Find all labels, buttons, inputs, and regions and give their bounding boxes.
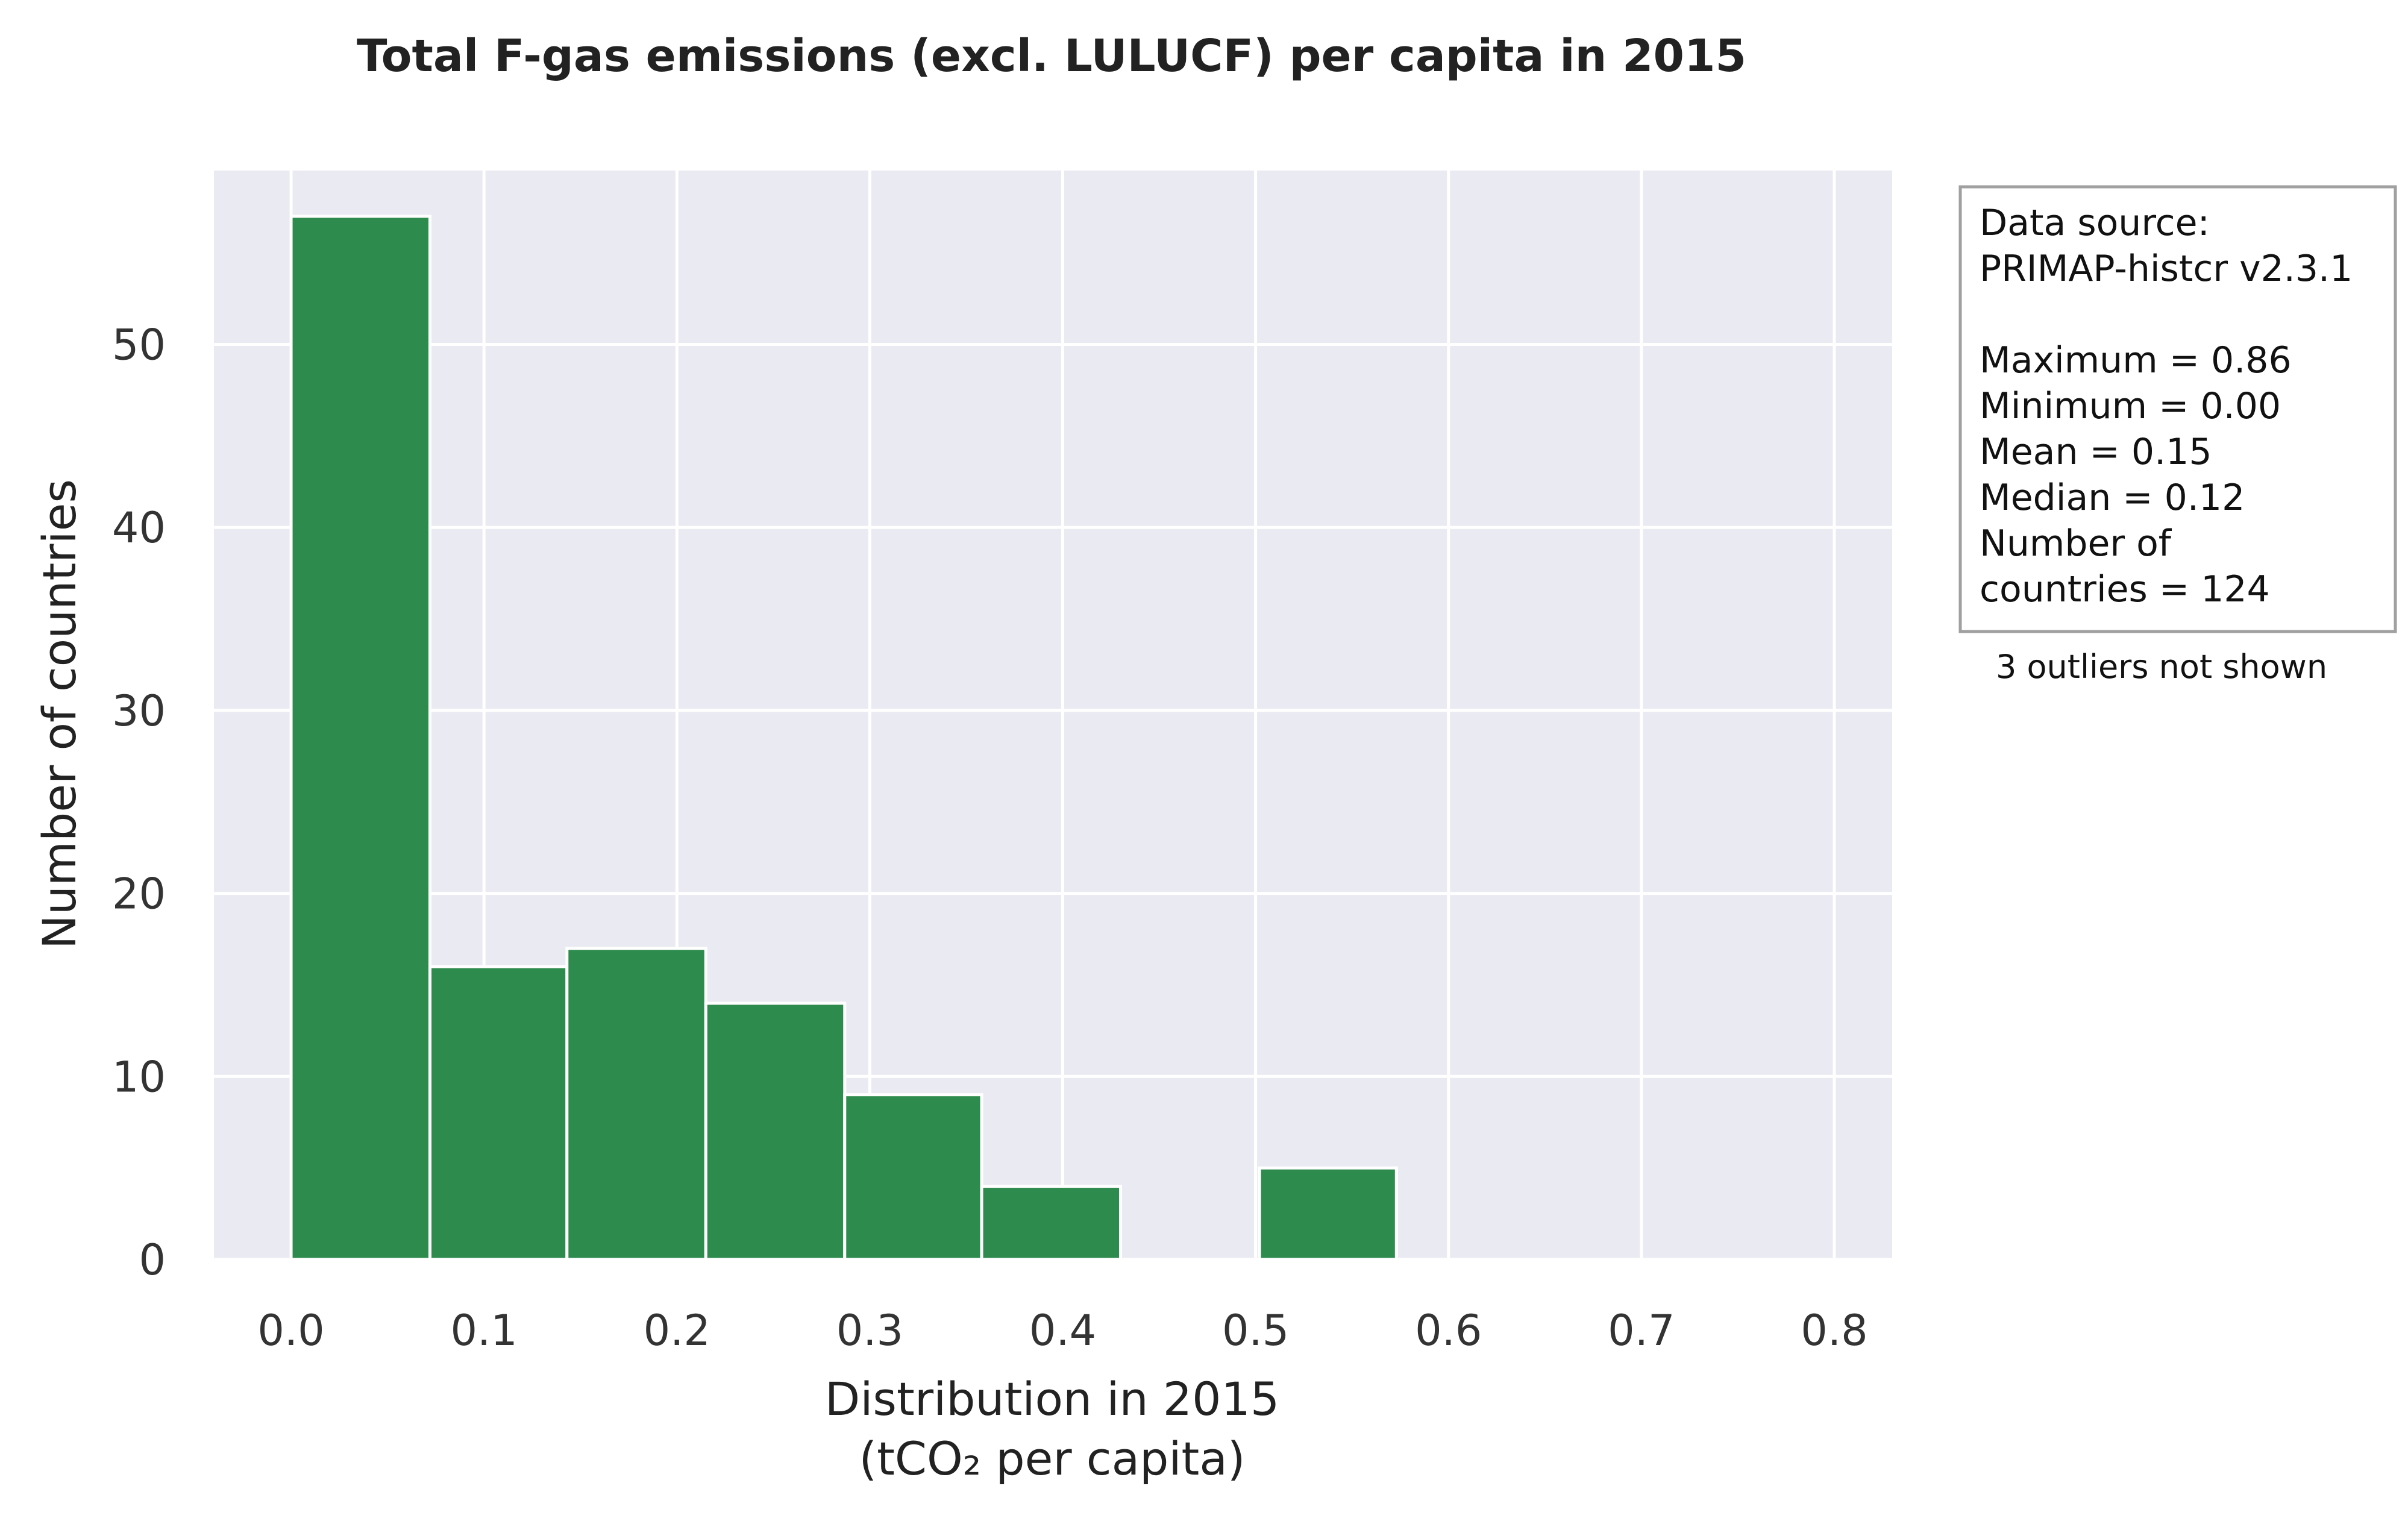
x-axis-label: Distribution in 2015	[825, 1372, 1279, 1426]
histogram-bar	[980, 1185, 1123, 1261]
chart-title: Total F-gas emissions (excl. LULUCF) per…	[357, 30, 1746, 82]
histogram-bar	[704, 1002, 847, 1261]
y-tick-label: 30	[112, 686, 166, 736]
info-box	[1958, 185, 2397, 633]
y-tick-labels: 0 10 20 30 40 50	[112, 321, 166, 1285]
info-box-line: Number of	[1980, 522, 2172, 565]
info-box-line: countries = 124	[1980, 568, 2270, 610]
histogram-bar	[289, 215, 432, 1261]
x-tick-label: 0.1	[450, 1306, 517, 1355]
x-tick-label: 0.4	[1029, 1306, 1096, 1355]
x-tick-label: 0.6	[1415, 1306, 1482, 1355]
y-axis-label: Number of countries	[33, 479, 86, 949]
x-tick-label: 0.0	[257, 1306, 324, 1355]
histogram-bar	[565, 947, 707, 1261]
x-tick-label: 0.3	[836, 1306, 903, 1355]
x-tick-label: 0.8	[1801, 1306, 1867, 1355]
info-box-line: PRIMAP-histcr v2.3.1	[1980, 248, 2353, 290]
info-box-line: Data source:	[1980, 202, 2210, 244]
info-box-text: Data source: PRIMAP-histcr v2.3.1 Maximu…	[1980, 202, 2353, 610]
outliers-note: 3 outliers not shown	[1996, 648, 2327, 686]
info-box-line: Maximum = 0.86	[1980, 339, 2292, 381]
y-tick-label: 10	[112, 1052, 166, 1102]
histogram-bar	[1258, 1166, 1398, 1261]
histogram-bar	[428, 965, 569, 1261]
info-box-line: Minimum = 0.00	[1980, 385, 2281, 427]
x-tick-labels: 0.0 0.1 0.2 0.3 0.4 0.5 0.6 0.7 0.8	[257, 1306, 1867, 1355]
histogram-bars	[289, 215, 1398, 1261]
x-tick-label: 0.5	[1222, 1306, 1289, 1355]
x-tick-label: 0.7	[1608, 1306, 1675, 1355]
info-box-line: Median = 0.12	[1980, 477, 2245, 519]
y-tick-label: 40	[112, 503, 166, 553]
x-tick-label: 0.2	[644, 1306, 710, 1355]
y-tick-label: 50	[112, 321, 166, 370]
y-tick-label: 20	[112, 870, 166, 919]
info-box-line: Mean = 0.15	[1980, 431, 2212, 473]
histogram-bar	[843, 1093, 983, 1261]
y-tick-label: 0	[139, 1235, 166, 1285]
x-axis-unit-label: (tCO₂ per capita)	[859, 1432, 1245, 1485]
